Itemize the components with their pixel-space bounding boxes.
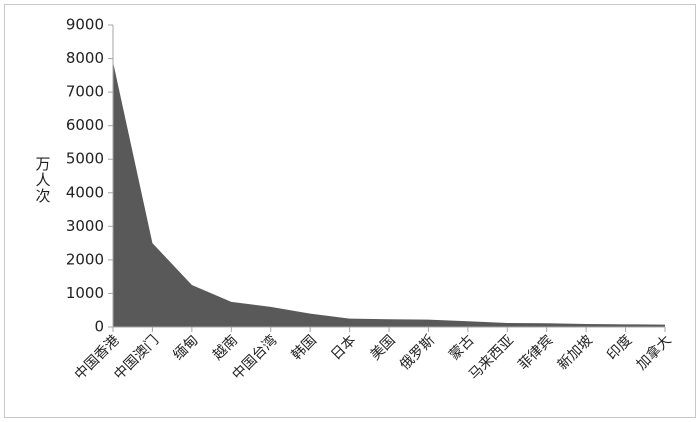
y-tick-label: 8000	[66, 49, 104, 67]
y-tick-label: 3000	[66, 217, 104, 235]
y-tick-label: 1000	[66, 284, 104, 302]
y-tick-label: 7000	[66, 83, 104, 101]
y-tick-label: 5000	[66, 150, 104, 168]
y-tick-label: 2000	[66, 250, 104, 268]
y-tick-label: 9000	[66, 16, 104, 34]
y-tick-label: 6000	[66, 116, 104, 134]
y-tick-label: 0	[94, 318, 104, 336]
y-axis-label: 万人次	[34, 156, 52, 204]
area	[113, 61, 665, 328]
y-tick-label: 4000	[66, 183, 104, 201]
